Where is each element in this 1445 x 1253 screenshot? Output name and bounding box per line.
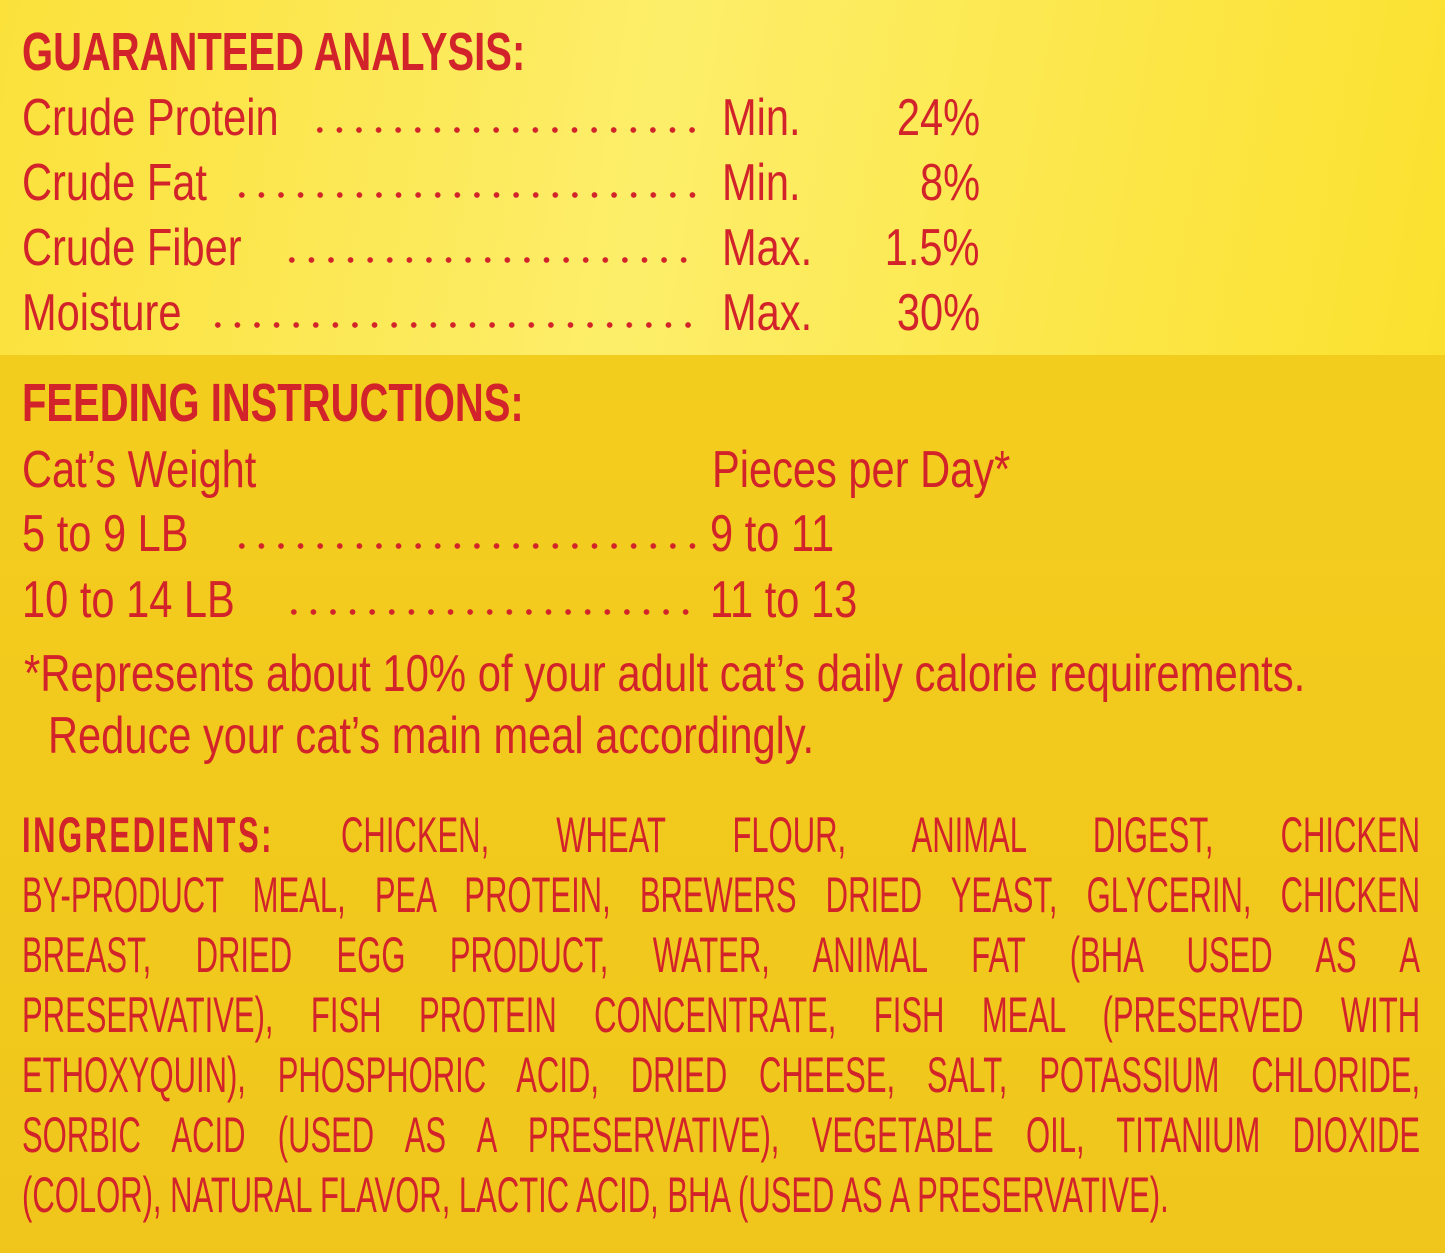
dot-leader <box>232 542 702 550</box>
dot-leader <box>310 126 700 134</box>
dot-leader <box>284 608 702 616</box>
nutrient-label: Crude Protein <box>22 89 279 147</box>
ingredients-line: PRESERVATIVE), FISH PROTEIN CONCENTRATE,… <box>22 987 1421 1043</box>
dot-leader <box>208 321 700 329</box>
qualifier: Min. <box>722 89 801 147</box>
feeding-note-line1: *Represents about 10% of your adult cat’… <box>24 645 1306 703</box>
qualifier: Min. <box>722 154 801 212</box>
ingredients-line: BY-PRODUCT MEAL, PEA PROTEIN, BREWERS DR… <box>22 867 1421 923</box>
dot-leader <box>282 256 700 264</box>
cats-weight-header: Cat’s Weight <box>22 441 257 499</box>
analysis-panel <box>0 0 1445 355</box>
weight: 5 to 9 LB <box>22 505 189 563</box>
weight: 10 to 14 LB <box>22 571 235 629</box>
dot-leader <box>232 191 700 199</box>
value: 1.5% <box>885 219 980 277</box>
nutrient-label: Moisture <box>22 284 182 342</box>
pieces-per-day-header: Pieces per Day* <box>712 441 1011 499</box>
pieces: 9 to 11 <box>710 505 835 563</box>
ingredients-line: ETHOXYQUIN), PHOSPHORIC ACID, DRIED CHEE… <box>22 1047 1421 1103</box>
ingredients-line: (COLOR), NATURAL FLAVOR, LACTIC ACID, BH… <box>22 1167 1169 1223</box>
value: 24% <box>896 89 980 147</box>
value: 8% <box>919 154 980 212</box>
qualifier: Max. <box>722 284 813 342</box>
feeding-note-line2: Reduce your cat’s main meal accordingly. <box>48 707 815 765</box>
guaranteed-analysis-heading: GUARANTEED ANALYSIS: <box>22 22 526 82</box>
pieces: 11 to 13 <box>710 571 858 629</box>
nutrient-label: Crude Fat <box>22 154 207 212</box>
feeding-ingredients-panel <box>0 355 1445 1253</box>
ingredients-heading: INGREDIENTS: <box>22 807 274 863</box>
value: 30% <box>896 284 980 342</box>
feeding-instructions-heading: FEEDING INSTRUCTIONS: <box>22 373 524 433</box>
qualifier: Max. <box>722 219 813 277</box>
nutrient-label: Crude Fiber <box>22 219 242 277</box>
ingredients-line: BREAST, DRIED EGG PRODUCT, WATER, ANIMAL… <box>22 927 1421 983</box>
ingredients-line: INGREDIENTS: CHICKEN, WHEAT FLOUR, ANIMA… <box>22 807 1421 863</box>
ingredients-line: SORBIC ACID (USED AS A PRESERVATIVE), VE… <box>22 1107 1421 1163</box>
